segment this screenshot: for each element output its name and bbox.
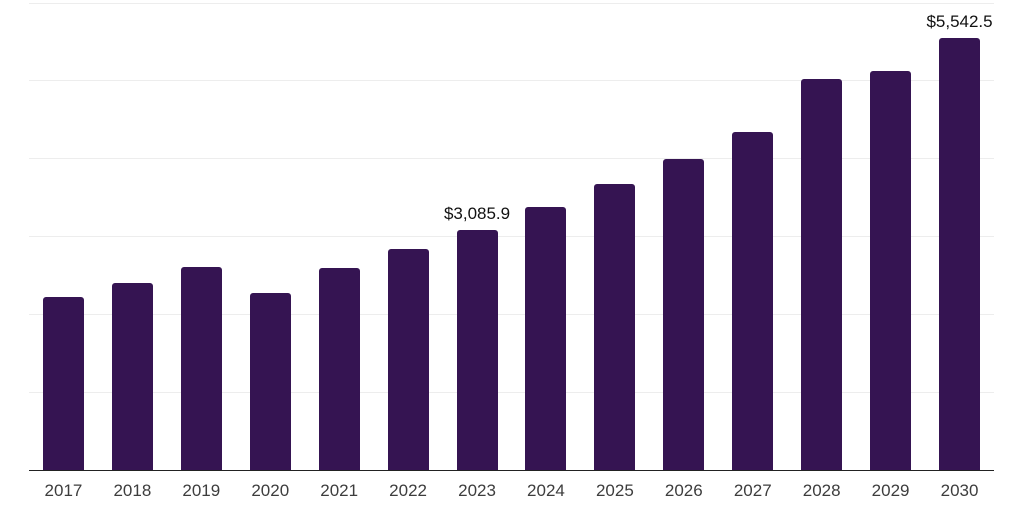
x-tick-label-2022: 2022 xyxy=(389,481,428,500)
x-tick-label-2024: 2024 xyxy=(527,481,565,500)
gridline-2000 xyxy=(29,314,994,316)
data-label-2030: $5,542.5 xyxy=(926,12,993,32)
x-tick-label-2029: 2029 xyxy=(871,481,910,500)
bar-2022 xyxy=(387,248,429,470)
x-tick-label-2025: 2025 xyxy=(595,481,634,500)
bar-2021 xyxy=(318,268,360,470)
x-tick-label-2020: 2020 xyxy=(251,481,290,500)
x-tick-label-2026: 2026 xyxy=(664,481,703,500)
gridline-4000 xyxy=(29,158,994,160)
x-axis-labels: 2017 2018 2019 2020 2021 2022 2023 2024 2025 2026… xyxy=(29,479,994,503)
bar-2030 xyxy=(939,38,981,470)
x-tick-label-2017: 2017 xyxy=(44,481,83,500)
bar-2025 xyxy=(594,183,636,470)
gridline-3000 xyxy=(29,236,994,238)
bar-2020 xyxy=(249,292,291,470)
gridline-5000 xyxy=(29,80,994,82)
x-tick-label-2027: 2027 xyxy=(733,481,772,500)
bar-2018 xyxy=(111,283,153,470)
x-axis-line xyxy=(29,469,994,471)
x-tick-label-2019: 2019 xyxy=(182,481,221,500)
bar-2019 xyxy=(180,266,222,470)
bar-2023 xyxy=(456,229,498,470)
bar-2026 xyxy=(663,158,705,470)
gridline-6000 xyxy=(29,2,994,4)
bar-2024 xyxy=(525,206,567,470)
bar-2017 xyxy=(42,297,84,470)
x-tick-label-2018: 2018 xyxy=(113,481,152,500)
x-tick-label-2023: 2023 xyxy=(458,481,496,500)
x-tick-label-2021: 2021 xyxy=(320,481,359,500)
bar-2029 xyxy=(870,70,912,470)
bar-2028 xyxy=(801,78,843,470)
data-label-2023: $3,085.9 xyxy=(443,203,511,223)
x-tick-label-2030: 2030 xyxy=(940,481,979,500)
gridline-1000 xyxy=(29,392,994,394)
x-tick-label-2028: 2028 xyxy=(802,481,841,500)
plot-area: $3,085.9 $5,542.5 xyxy=(29,0,994,471)
bar-2027 xyxy=(732,131,774,470)
